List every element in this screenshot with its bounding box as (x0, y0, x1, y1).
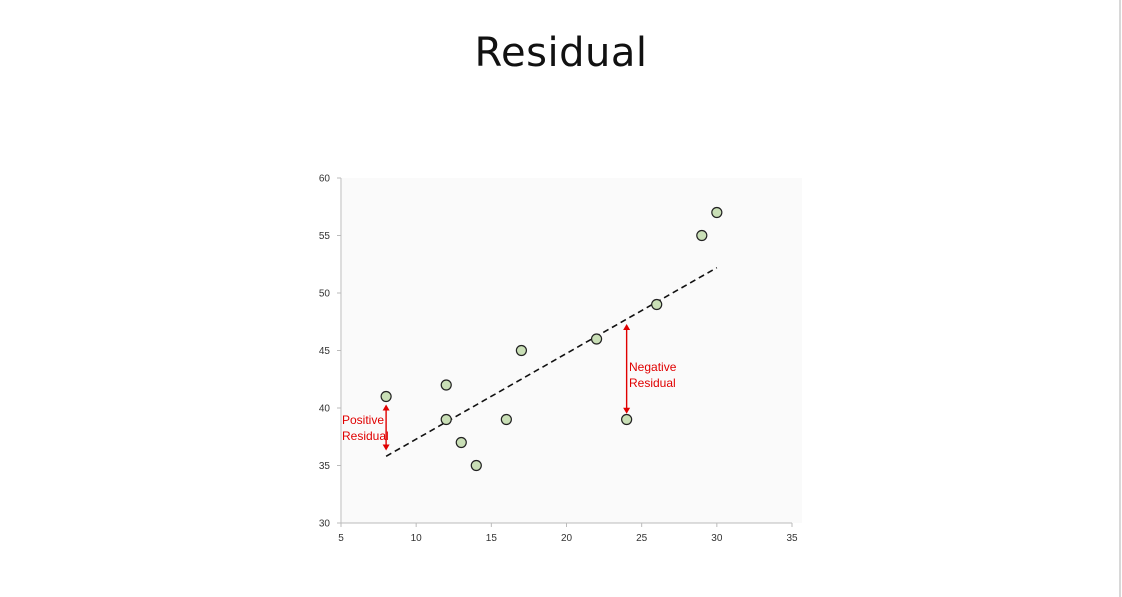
residual-arrowhead-up (382, 404, 390, 411)
data-point (455, 436, 467, 449)
y-tick-label: 45 (319, 346, 331, 357)
data-point (651, 298, 663, 311)
data-point (590, 333, 603, 345)
data-point (621, 413, 633, 426)
residual-arrowhead-down (382, 444, 390, 451)
x-tick-label: 35 (786, 533, 798, 544)
residual-arrowhead-up (623, 324, 631, 331)
residual-annotation-label: Residual (629, 376, 676, 390)
y-tick-label: 35 (319, 461, 331, 472)
data-point (500, 413, 512, 426)
data-point (711, 206, 723, 219)
x-tick-label: 25 (636, 533, 648, 544)
x-tick-label: 15 (486, 533, 498, 544)
residual-annotation-label: Negative (629, 360, 677, 374)
y-tick-label: 60 (319, 174, 331, 185)
x-tick-label: 10 (411, 533, 423, 544)
slide-edge-rule (1119, 0, 1121, 597)
residual-arrowhead-down (623, 407, 631, 414)
data-point (380, 390, 392, 403)
slide-title: Residual (474, 30, 648, 76)
trendline (385, 267, 718, 457)
residual-annotation-label: Positive (342, 413, 384, 427)
x-tick-label: 20 (561, 533, 573, 544)
x-tick-label: 30 (711, 533, 723, 544)
y-tick-label: 30 (319, 519, 331, 530)
y-tick-label: 50 (319, 289, 331, 300)
residual-annotation-label: Residual (342, 429, 389, 443)
data-point (696, 229, 708, 242)
y-tick-label: 40 (319, 404, 331, 415)
y-tick-label: 55 (319, 231, 331, 242)
data-point (440, 413, 452, 426)
data-point (515, 344, 528, 357)
x-tick-label: 5 (338, 533, 344, 544)
data-point (470, 459, 482, 472)
data-point (440, 379, 452, 391)
